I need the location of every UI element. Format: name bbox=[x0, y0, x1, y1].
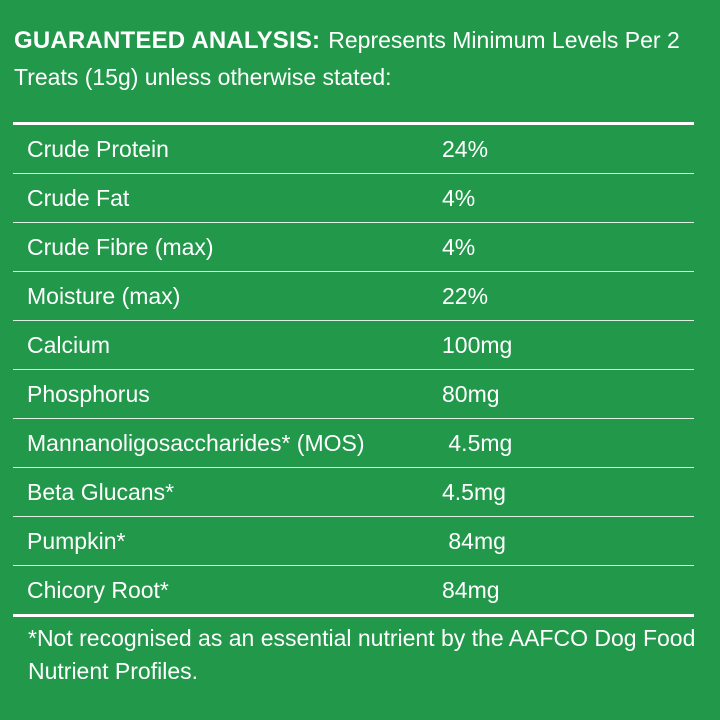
nutrient-name: Crude Fat bbox=[27, 184, 130, 211]
nutrient-name: Beta Glucans* bbox=[27, 478, 175, 505]
analysis-title: GUARANTEED ANALYSIS: bbox=[14, 27, 321, 54]
nutrient-value: 22% bbox=[442, 282, 489, 309]
nutrient-value: 4% bbox=[442, 233, 476, 260]
nutrient-value: 4.5mg bbox=[442, 429, 513, 456]
table-row: Chicory Root* 84mg bbox=[13, 566, 694, 614]
nutrient-name: Calcium bbox=[27, 331, 111, 358]
table-row: Moisture (max) 22% bbox=[13, 272, 694, 321]
nutrient-value: 24% bbox=[442, 135, 489, 162]
analysis-table: Crude Protein 24% Crude Fat 4% Crude Fib… bbox=[13, 122, 694, 617]
nutrient-value: 84mg bbox=[442, 576, 500, 603]
nutrient-name: Phosphorus bbox=[27, 380, 150, 407]
header: GUARANTEED ANALYSIS: Represents Minimum L… bbox=[14, 22, 714, 96]
analysis-subtitle: Represents Minimum Levels Per 2 Treats (… bbox=[14, 27, 680, 90]
table-row: Phosphorus 80mg bbox=[13, 370, 694, 419]
table-row: Mannanoligosaccharides* (MOS) 4.5mg bbox=[13, 419, 694, 468]
table-row: Crude Fibre (max) 4% bbox=[13, 223, 694, 272]
nutrient-name: Mannanoligosaccharides* (MOS) bbox=[27, 429, 365, 456]
table-row: Pumpkin* 84mg bbox=[13, 517, 694, 566]
table-row: Crude Fat 4% bbox=[13, 174, 694, 223]
nutrient-value: 84mg bbox=[442, 527, 506, 554]
nutrient-value: 80mg bbox=[442, 380, 500, 407]
nutrient-name: Pumpkin* bbox=[27, 527, 126, 554]
table-row: Beta Glucans* 4.5mg bbox=[13, 468, 694, 517]
nutrient-value: 4.5mg bbox=[442, 478, 506, 505]
nutrient-name: Crude Fibre (max) bbox=[27, 233, 214, 260]
table-row: Crude Protein 24% bbox=[13, 125, 694, 174]
nutrient-name: Chicory Root* bbox=[27, 576, 169, 603]
nutrient-value: 100mg bbox=[442, 331, 513, 358]
nutrient-name: Crude Protein bbox=[27, 135, 169, 162]
nutrient-value: 4% bbox=[442, 184, 476, 211]
nutrient-name: Moisture (max) bbox=[27, 282, 181, 309]
table-row: Calcium 100mg bbox=[13, 321, 694, 370]
footnote: *Not recognised as an essential nutrient… bbox=[28, 625, 696, 684]
